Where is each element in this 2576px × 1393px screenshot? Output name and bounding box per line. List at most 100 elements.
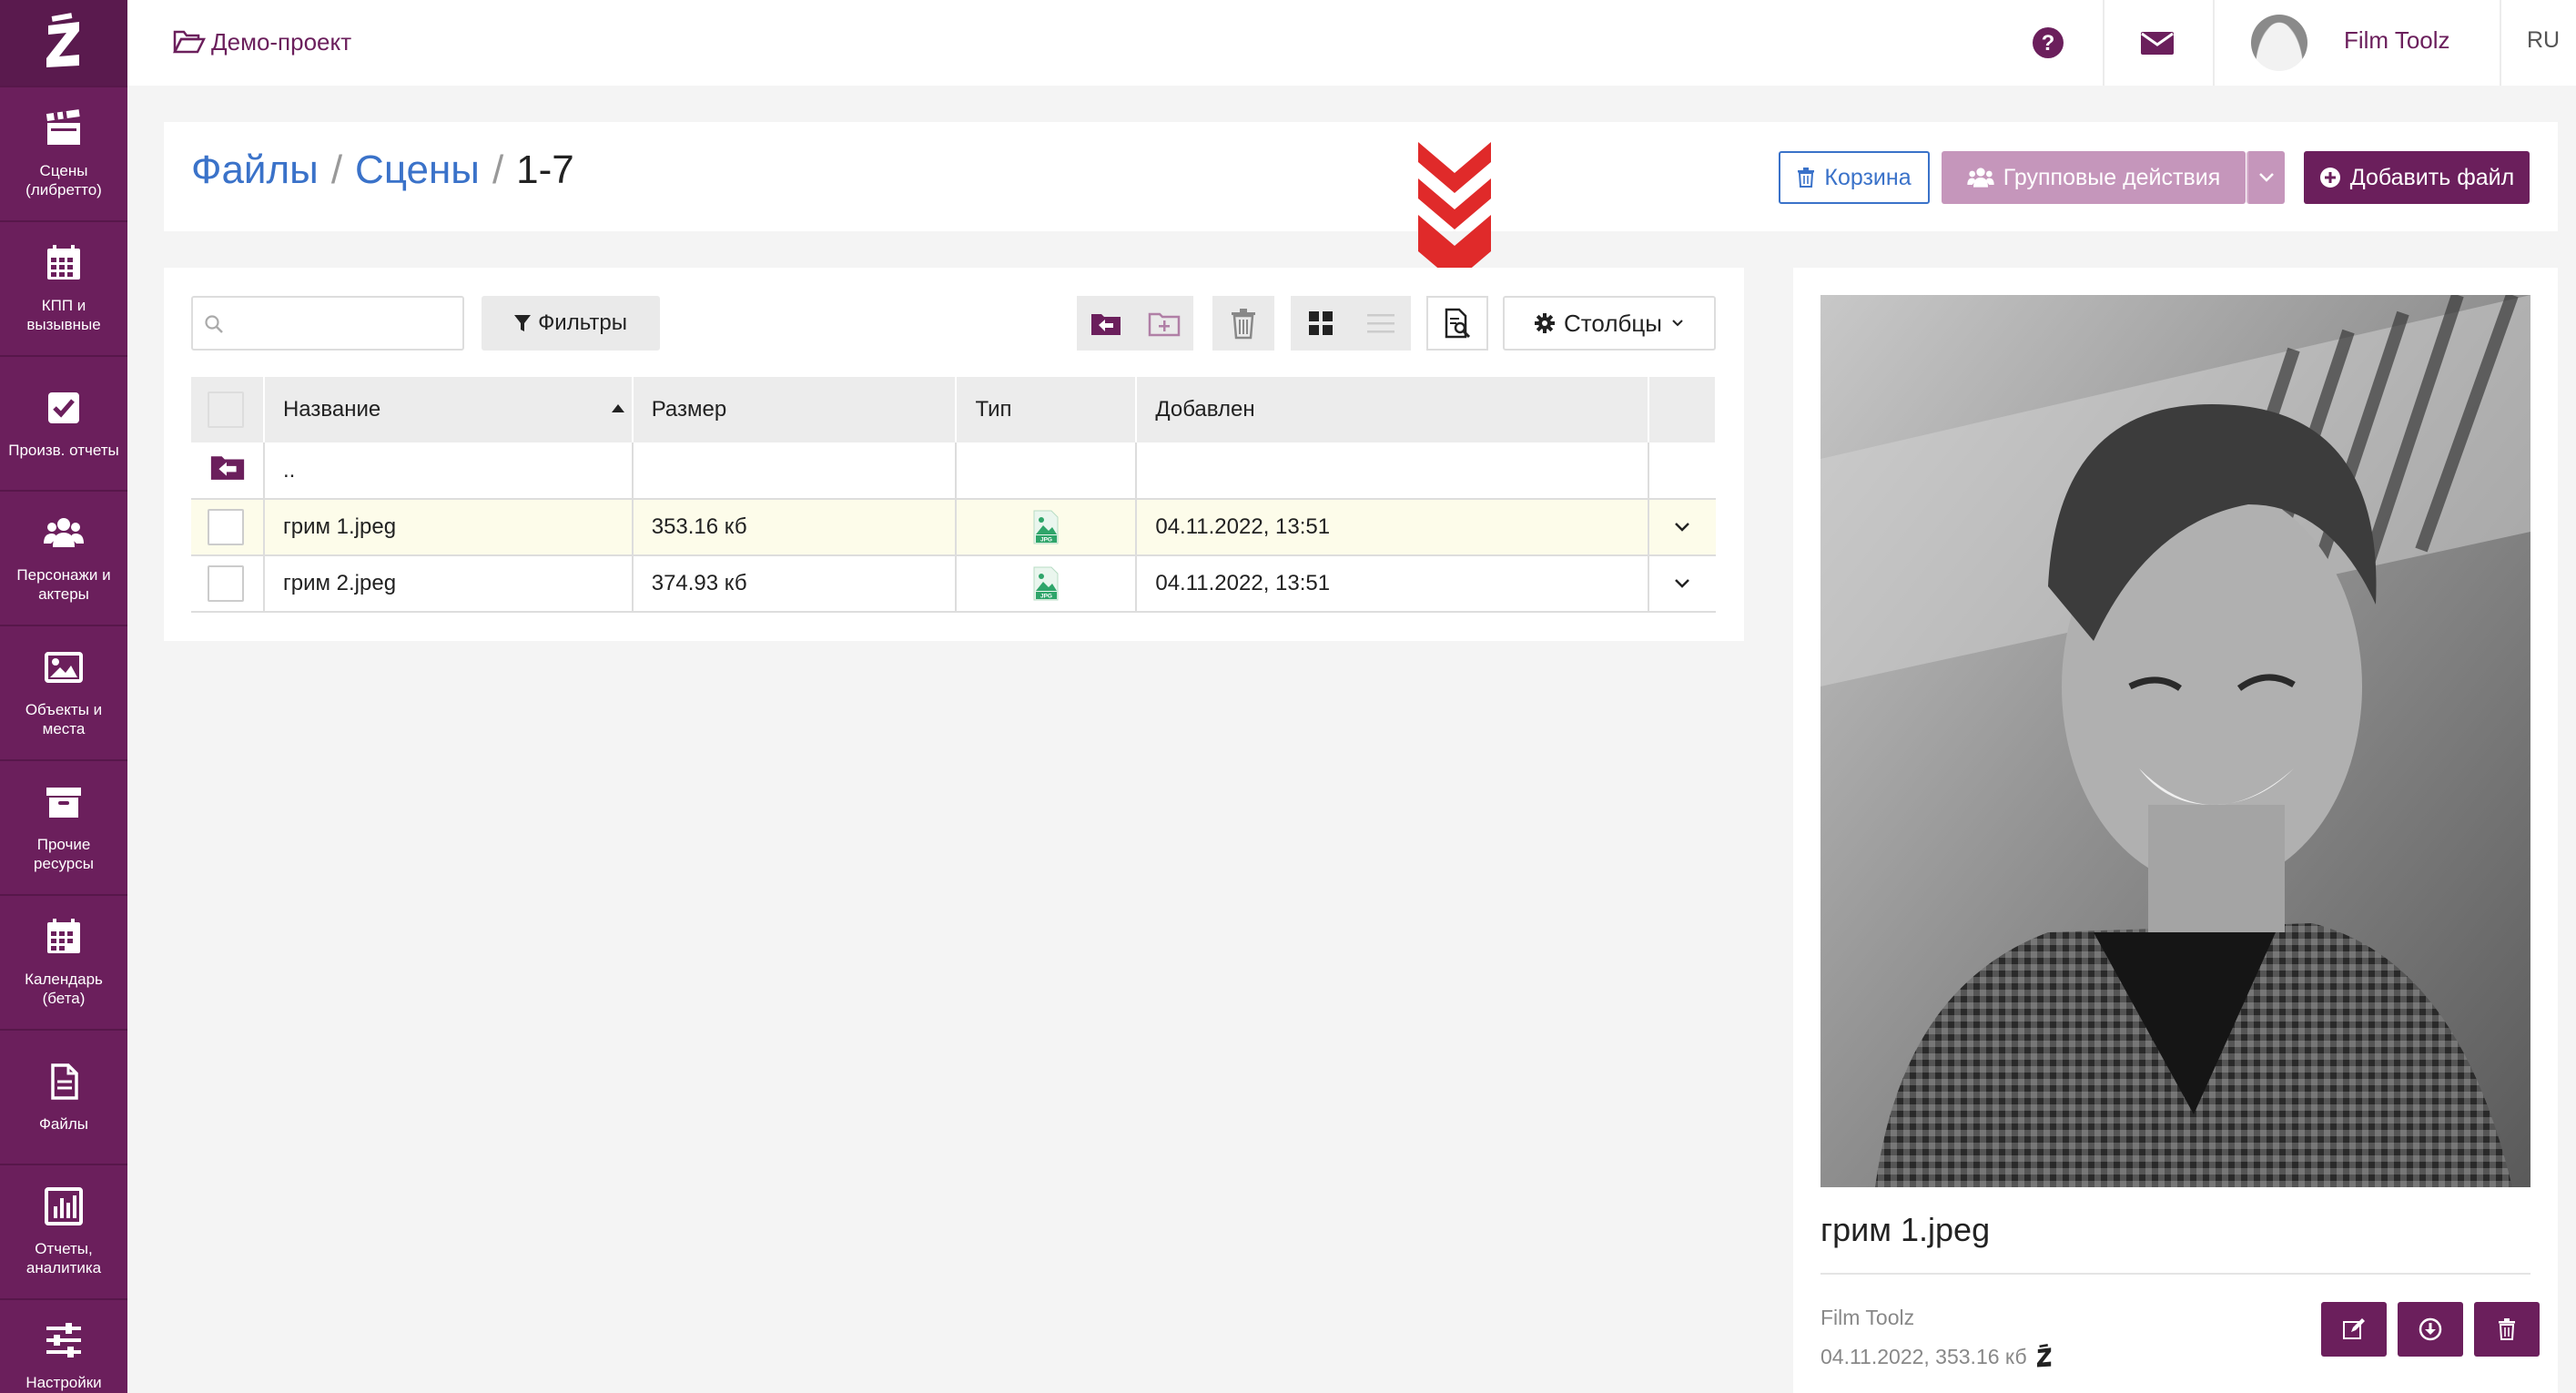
grid-view-button[interactable]: [1291, 296, 1351, 351]
sidebar-item-label: Произв. отчеты: [8, 441, 119, 459]
parent-folder-label: ..: [263, 442, 634, 500]
sidebar-item-callsheets[interactable]: КПП и вызывные: [0, 220, 127, 355]
app-logo[interactable]: [0, 0, 127, 86]
delete-file-button[interactable]: [2474, 1302, 2540, 1357]
folder-up-button[interactable]: [1077, 296, 1135, 351]
divider: [1820, 1273, 2530, 1275]
search-input[interactable]: [191, 296, 464, 351]
file-name-cell[interactable]: грим 1.jpeg: [263, 499, 634, 556]
trash-label: Корзина: [1824, 164, 1912, 190]
filter-icon: [514, 315, 532, 331]
breadcrumb-scenes[interactable]: Сцены: [355, 147, 480, 192]
preview-file-name: грим 1.jpeg: [1820, 1211, 1991, 1248]
trash-icon: [1798, 168, 1815, 188]
table-row[interactable]: грим 1.jpeg 353.16 кб JPG 04.11.2022, 13…: [191, 499, 1716, 556]
help-button[interactable]: ?: [2025, 20, 2071, 66]
sidebar-item-locations[interactable]: Объекты и места: [0, 625, 127, 759]
columns-label: Столбцы: [1564, 309, 1662, 337]
trash-icon: [1232, 309, 1255, 340]
row-expand-button[interactable]: [1648, 555, 1716, 613]
row-checkbox[interactable]: [208, 565, 244, 602]
row-expand-button[interactable]: [1648, 499, 1716, 556]
language-switcher[interactable]: RU: [2527, 27, 2561, 53]
sidebar-item-scenes[interactable]: Сцены (либретто): [0, 86, 127, 220]
files-panel: Фильтры: [164, 268, 1744, 641]
sidebar-item-calendar[interactable]: Календарь (бета): [0, 894, 127, 1029]
breadcrumb-current: 1-7: [516, 147, 574, 192]
preview-panel: грим 1.jpeg Film Toolz 04.11.2022, 353.1…: [1793, 268, 2558, 1393]
user-menu[interactable]: Film Toolz: [2251, 0, 2450, 86]
chevron-down-icon: [1675, 523, 1690, 532]
file-size-cell: 374.93 кб: [632, 555, 958, 613]
preview-meta-text: 04.11.2022, 353.16 кб: [1820, 1344, 2027, 1368]
clapperboard-icon: [46, 109, 80, 145]
portrait-photo: [1820, 295, 2530, 1187]
list-view-button[interactable]: [1351, 296, 1411, 351]
group-actions-dropdown[interactable]: [2246, 151, 2285, 204]
sidebar-item-characters[interactable]: Персонажи и актеры: [0, 490, 127, 625]
file-type-cell: JPG: [956, 555, 1138, 613]
delete-button[interactable]: [1212, 296, 1274, 351]
sidebar-item-analytics[interactable]: Отчеты, аналитика: [0, 1164, 127, 1298]
sidebar-item-label: Прочие ресурсы: [34, 836, 94, 872]
new-folder-button[interactable]: [1135, 296, 1193, 351]
sliders-icon: [46, 1323, 81, 1357]
preview-meta: 04.11.2022, 353.16 кб: [1820, 1344, 2054, 1369]
download-button[interactable]: [2398, 1302, 2463, 1357]
add-file-label: Добавить файл: [2349, 164, 2515, 190]
sidebar-item-label: КПП и вызывные: [26, 297, 101, 333]
bar-chart-icon: [45, 1187, 83, 1225]
z-logo-icon: [46, 13, 79, 67]
list-icon: [1367, 314, 1394, 333]
user-name: Film Toolz: [2344, 25, 2450, 54]
divider: [2213, 0, 2215, 86]
messages-button[interactable]: [2135, 20, 2180, 66]
image-icon: [45, 652, 83, 683]
project-selector[interactable]: Демо-проект: [173, 25, 351, 58]
file-type-cell: JPG: [956, 499, 1138, 556]
group-actions-button[interactable]: Групповые действия: [1942, 151, 2246, 204]
sidebar-item-reports[interactable]: Произв. отчеты: [0, 355, 127, 490]
sidebar-item-resources[interactable]: Прочие ресурсы: [0, 759, 127, 894]
preview-button[interactable]: [1426, 296, 1488, 351]
table-row[interactable]: грим 2.jpeg 374.93 кб JPG 04.11.2022, 13…: [191, 555, 1716, 613]
columns-button[interactable]: Столбцы: [1503, 296, 1716, 351]
file-name-cell[interactable]: грим 2.jpeg: [263, 555, 634, 613]
sidebar-item-label: Отчеты, аналитика: [25, 1240, 102, 1276]
column-header-size[interactable]: Размер: [632, 377, 958, 442]
preview-image[interactable]: [1820, 295, 2530, 1187]
edit-button[interactable]: [2321, 1302, 2387, 1357]
column-header-added[interactable]: Добавлен: [1136, 377, 1649, 442]
file-date-cell: 04.11.2022, 13:51: [1136, 499, 1649, 556]
row-checkbox[interactable]: [208, 509, 244, 545]
topbar: Демо-проект ? Film Toolz RU: [127, 0, 2576, 86]
svg-text:?: ?: [2042, 31, 2055, 56]
trash-button[interactable]: Корзина: [1779, 151, 1930, 204]
sidebar-item-label: Файлы: [38, 1114, 88, 1133]
parent-folder-row[interactable]: ..: [191, 442, 1716, 500]
sidebar-item-settings[interactable]: Настройки: [0, 1298, 127, 1393]
file-size-cell: 353.16 кб: [632, 499, 958, 556]
column-header-name[interactable]: Название: [263, 377, 634, 442]
sort-asc-icon: [611, 404, 624, 412]
folder-back-icon: [210, 456, 245, 480]
filters-button[interactable]: Фильтры: [482, 296, 660, 351]
file-icon: [51, 1063, 78, 1100]
select-all-checkbox[interactable]: [208, 391, 244, 428]
sidebar-item-label: Персонажи и актеры: [16, 566, 111, 603]
folder-back-icon: [1091, 314, 1121, 335]
z-logo-icon: [2036, 1344, 2051, 1368]
red-chevron-arrow-icon: [1418, 142, 1491, 282]
calendar-grid-icon: [47, 245, 80, 280]
add-file-button[interactable]: Добавить файл: [2304, 151, 2530, 204]
column-header-type[interactable]: Тип: [956, 377, 1138, 442]
jpg-file-icon: JPG: [1033, 510, 1059, 544]
column-label: Размер: [651, 397, 727, 422]
calendar-icon: [47, 919, 80, 953]
file-search-icon: [1445, 308, 1471, 339]
column-label: Тип: [975, 397, 1012, 422]
breadcrumb: Файлы / Сцены / 1-7: [191, 147, 574, 193]
breadcrumb-files[interactable]: Файлы: [191, 147, 319, 192]
sidebar-item-files[interactable]: Файлы: [0, 1029, 127, 1164]
envelope-icon: [2141, 32, 2174, 55]
